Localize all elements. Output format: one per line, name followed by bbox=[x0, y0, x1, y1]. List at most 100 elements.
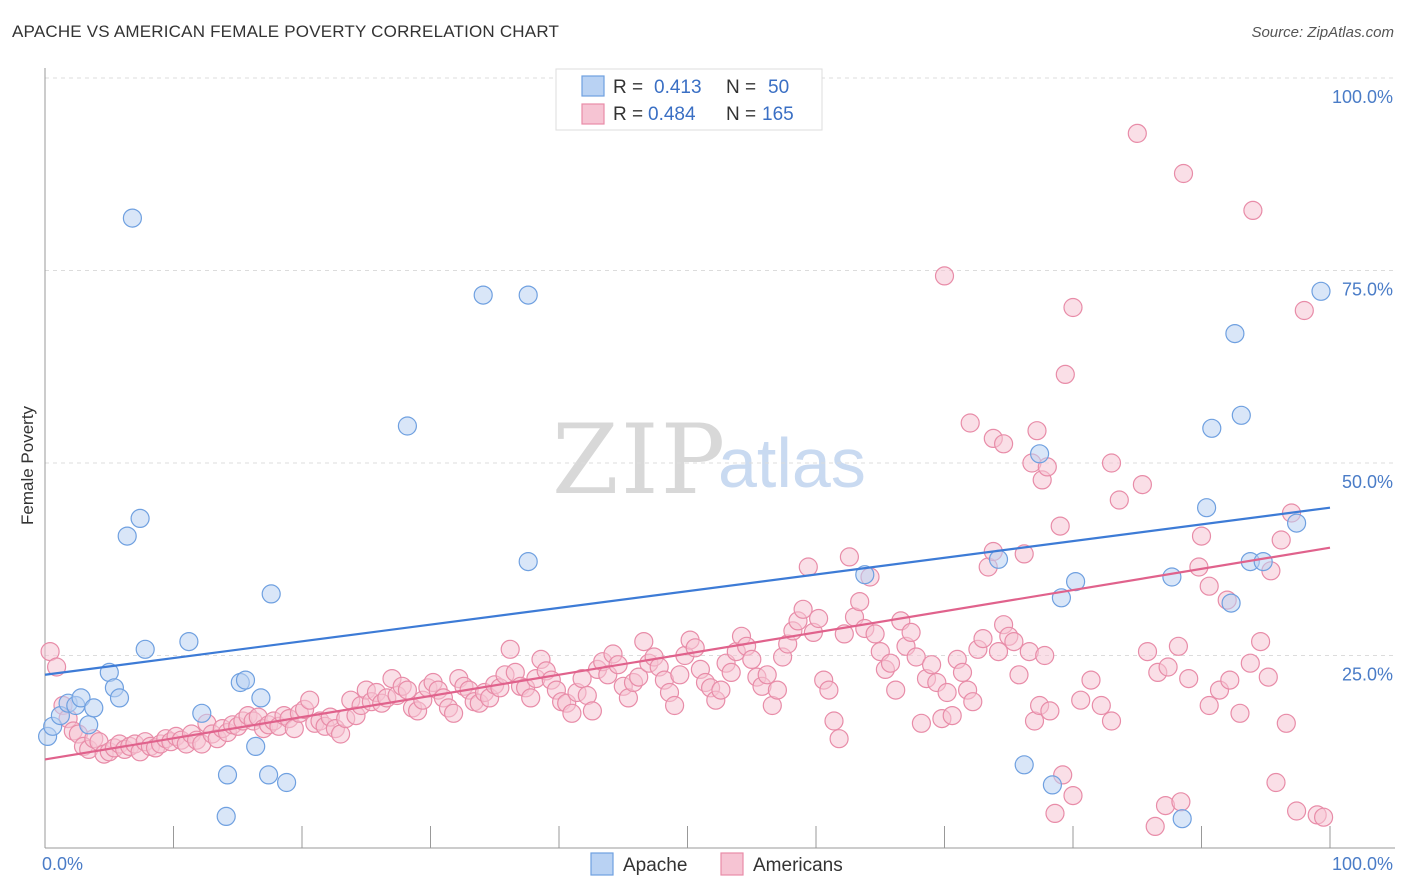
data-point-apache bbox=[1014, 755, 1034, 775]
data-point-americans bbox=[942, 705, 962, 726]
data-point-apache bbox=[518, 551, 538, 572]
data-point-americans bbox=[1004, 631, 1024, 652]
data-point-apache bbox=[261, 584, 281, 604]
data-point-americans bbox=[1243, 200, 1263, 220]
data-point-apache bbox=[855, 565, 875, 585]
stats-n-label-apache: N = bbox=[726, 77, 756, 98]
data-point-americans bbox=[1199, 695, 1219, 716]
data-point-apache bbox=[117, 526, 137, 546]
data-point-americans bbox=[1091, 695, 1111, 716]
data-point-americans bbox=[993, 434, 1014, 454]
data-point-americans bbox=[1045, 803, 1065, 824]
data-point-apache bbox=[988, 549, 1009, 569]
data-point-americans bbox=[963, 692, 983, 712]
data-point-americans bbox=[1250, 631, 1271, 652]
data-point-americans bbox=[937, 682, 957, 703]
data-point-apache bbox=[217, 765, 238, 785]
data-point-americans bbox=[1035, 645, 1055, 666]
data-point-americans bbox=[1109, 490, 1129, 510]
data-point-apache bbox=[79, 715, 99, 735]
data-point-apache bbox=[251, 688, 271, 708]
data-point-americans bbox=[808, 608, 829, 629]
data-point-americans bbox=[886, 680, 906, 700]
data-point-americans bbox=[1127, 123, 1147, 143]
data-point-americans bbox=[906, 647, 926, 667]
data-point-americans bbox=[1050, 516, 1070, 536]
data-point-apache bbox=[1286, 513, 1307, 533]
stats-r-value-americans: 0.484 bbox=[648, 104, 696, 125]
data-point-americans bbox=[850, 591, 870, 612]
data-point-americans bbox=[629, 667, 649, 687]
data-point-americans bbox=[46, 657, 67, 677]
data-point-apache bbox=[246, 736, 266, 757]
data-point-apache bbox=[277, 772, 297, 793]
watermark: ZIP atlas bbox=[552, 404, 866, 516]
trend-lines bbox=[44, 506, 1331, 761]
data-point-americans bbox=[1276, 713, 1296, 733]
axes bbox=[44, 68, 1395, 849]
stats-swatch-apache bbox=[581, 75, 605, 97]
watermark-zip: ZIP bbox=[552, 404, 727, 516]
data-point-americans bbox=[1040, 701, 1060, 721]
data-point-americans bbox=[960, 413, 980, 433]
data-point-americans bbox=[1199, 576, 1219, 596]
data-point-americans bbox=[582, 701, 603, 721]
data-point-apache bbox=[397, 416, 417, 436]
data-point-americans bbox=[1179, 668, 1199, 689]
data-point-apache bbox=[1231, 405, 1251, 425]
data-point-americans bbox=[721, 662, 741, 683]
data-point-americans bbox=[1271, 530, 1291, 550]
data-point-apache bbox=[1253, 551, 1273, 572]
data-point-americans bbox=[1220, 670, 1240, 690]
data-point-americans bbox=[988, 641, 1009, 662]
data-point-apache bbox=[109, 688, 130, 708]
data-point-apache bbox=[1162, 567, 1182, 587]
data-point-apache bbox=[473, 285, 493, 305]
data-point-apache bbox=[1221, 593, 1241, 613]
data-point-americans bbox=[300, 690, 320, 710]
data-point-americans bbox=[911, 713, 932, 733]
y-tick-label: 100.0% bbox=[1332, 87, 1393, 107]
data-point-americans bbox=[1145, 816, 1165, 837]
stats-r-value-apache: 0.413 bbox=[654, 77, 702, 98]
data-point-americans bbox=[1313, 807, 1334, 827]
data-point-americans bbox=[798, 557, 818, 577]
data-point-americans bbox=[1158, 657, 1178, 677]
data-point-americans bbox=[1081, 670, 1101, 690]
data-point-americans bbox=[1168, 636, 1189, 656]
data-point-apache bbox=[259, 765, 279, 785]
data-point-americans bbox=[767, 680, 788, 700]
stats-r-label-americans: R = bbox=[613, 104, 643, 125]
data-point-americans bbox=[1258, 667, 1278, 687]
y-tick-label: 75.0% bbox=[1342, 280, 1393, 300]
legend-swatch-apache bbox=[590, 852, 614, 876]
series-apache bbox=[37, 208, 1331, 829]
data-point-americans bbox=[880, 653, 901, 673]
data-point-apache bbox=[1029, 444, 1050, 464]
data-point-apache bbox=[84, 698, 104, 718]
data-point-americans bbox=[1063, 297, 1083, 318]
data-point-americans bbox=[1027, 421, 1047, 441]
data-point-americans bbox=[901, 622, 921, 643]
data-point-americans bbox=[824, 711, 844, 731]
stats-n-label-americans: N = bbox=[726, 104, 756, 125]
x-tick-label: 0.0% bbox=[42, 854, 83, 874]
data-point-americans bbox=[973, 628, 993, 649]
data-point-americans bbox=[757, 665, 777, 685]
data-point-americans bbox=[1240, 653, 1260, 673]
data-point-americans bbox=[1055, 364, 1075, 384]
data-point-americans bbox=[664, 695, 685, 716]
data-point-americans bbox=[819, 680, 839, 700]
legend-label-americans: Americans bbox=[753, 855, 843, 876]
data-point-americans bbox=[397, 680, 417, 700]
data-point-apache bbox=[1172, 809, 1192, 829]
data-point-americans bbox=[1191, 526, 1212, 546]
data-point-apache bbox=[1202, 418, 1222, 438]
data-point-americans bbox=[1009, 665, 1029, 685]
stats-legend: R = 0.413 N = 50 R = 0.484 N = 165 bbox=[555, 68, 823, 131]
series-legend: Apache Americans bbox=[590, 852, 843, 876]
data-point-apache bbox=[1196, 498, 1217, 518]
x-tick-label: 100.0% bbox=[1332, 854, 1393, 874]
data-point-apache bbox=[1311, 281, 1331, 301]
